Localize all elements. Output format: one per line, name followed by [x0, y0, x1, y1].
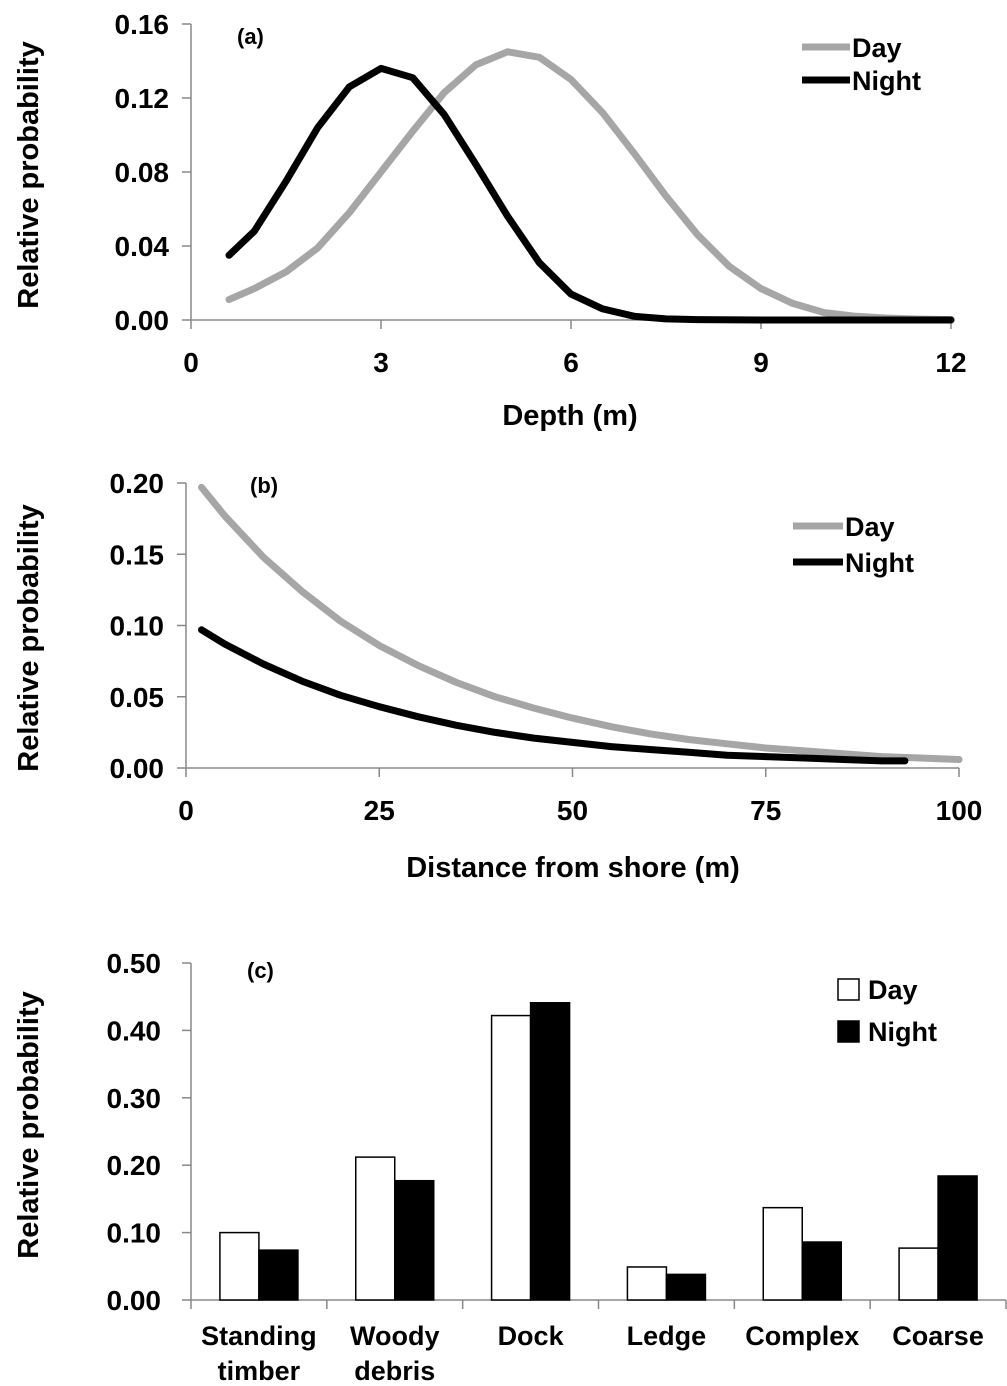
category-label: debris	[354, 1356, 435, 1386]
y-tick-label: 0.10	[107, 1218, 162, 1249]
panel-c-ylabel: Relative probability	[13, 991, 45, 1259]
bar-night	[937, 1175, 978, 1301]
bar-night	[258, 1249, 299, 1301]
bar-day	[898, 1247, 939, 1301]
series-line-day	[225, 48, 955, 324]
legend-night-label: Night	[868, 1017, 937, 1047]
panel-c-label: (c)	[247, 958, 274, 983]
bar-day	[762, 1206, 803, 1301]
legend-day-label: Day	[852, 33, 902, 63]
legend-day-swatch	[837, 978, 860, 1001]
panel-b-axes: 0.00 0.05 0.10 0.15 0.20 0 25 50 75 100	[110, 468, 983, 826]
bar-day	[490, 1014, 532, 1301]
panel-a-xlabel: Depth (m)	[502, 400, 637, 432]
x-tick-label: 75	[750, 795, 781, 826]
bar-day	[355, 1156, 396, 1301]
y-tick-label: 0.16	[115, 9, 170, 40]
x-tick-label: 9	[753, 347, 769, 378]
x-tick-label: 50	[557, 795, 588, 826]
y-tick-label: 0.50	[107, 948, 162, 979]
panel-b-distance-chart: Relative probability (b) Distance from s…	[13, 468, 982, 884]
panel-c-axes: 0.00 0.10 0.20 0.30 0.40 0.50 Standing timber Wo…	[107, 948, 1007, 1386]
y-tick-label: 0.15	[110, 539, 165, 570]
legend-day-label: Day	[845, 512, 895, 542]
panel-c-structure-chart: Relative probability (c) 0.00 0.10 0.20 0.3…	[13, 948, 1007, 1386]
y-tick-label: 0.10	[110, 611, 165, 642]
y-tick-label: 0.05	[110, 682, 165, 713]
bar-night	[665, 1273, 707, 1301]
x-tick-label: 0	[183, 347, 199, 378]
bar-night	[801, 1241, 842, 1301]
panel-b-xlabel: Distance from shore (m)	[406, 852, 740, 884]
x-tick-label: 6	[563, 347, 579, 378]
legend-night-swatch	[837, 1020, 860, 1043]
legend-night-label: Night	[845, 548, 914, 578]
panel-c-legend: Day Night	[837, 975, 937, 1047]
panel-a-ylabel: Relative probability	[13, 41, 45, 309]
panel-c-bars	[219, 1002, 978, 1301]
bar-night	[529, 1002, 571, 1301]
y-tick-label: 0.08	[115, 157, 170, 188]
category-label: Dock	[498, 1321, 565, 1351]
series-line-night	[198, 626, 909, 765]
x-tick-label: 100	[936, 795, 983, 826]
panel-b-legend: Day Night	[793, 512, 914, 578]
category-label: Ledge	[627, 1321, 707, 1351]
y-tick-label: 0.04	[115, 231, 170, 262]
y-tick-label: 0.00	[107, 1285, 162, 1316]
panel-a-depth-chart: Relative probability (a) Depth (m) 0.000…	[13, 9, 967, 432]
series-line-day	[198, 483, 963, 763]
x-tick-label: 3	[373, 347, 389, 378]
x-tick-label: 25	[364, 795, 395, 826]
category-label: Standing	[201, 1321, 317, 1351]
panel-a-legend: Day Night	[802, 33, 921, 96]
bar-night	[394, 1179, 435, 1301]
y-tick-label: 0.20	[107, 1150, 162, 1181]
category-label: timber	[218, 1356, 301, 1386]
panel-a-lines	[225, 48, 955, 324]
y-tick-label: 0.00	[115, 305, 170, 336]
panel-a-label: (a)	[237, 24, 264, 49]
panel-b-label: (b)	[250, 473, 278, 498]
legend-night-label: Night	[852, 66, 921, 96]
y-tick-label: 0.00	[110, 753, 165, 784]
x-tick-label: 12	[935, 347, 966, 378]
series-line-night	[225, 64, 955, 324]
category-label: Complex	[745, 1321, 859, 1351]
category-label: Coarse	[892, 1321, 984, 1351]
y-tick-label: 0.30	[107, 1083, 162, 1114]
y-tick-label: 0.20	[110, 468, 165, 499]
panel-b-lines	[198, 483, 963, 765]
y-tick-label: 0.40	[107, 1015, 162, 1046]
legend-day-label: Day	[868, 975, 918, 1005]
bar-day	[626, 1266, 668, 1301]
x-tick-label: 0	[178, 795, 194, 826]
panel-b-ylabel: Relative probability	[13, 504, 45, 772]
bar-day	[219, 1231, 260, 1301]
category-label: Woody	[350, 1321, 440, 1351]
y-tick-label: 0.12	[115, 83, 170, 114]
panel-a-axes: 0.00 0.04 0.08 0.12 0.16 0 3 6 9 12	[115, 9, 967, 378]
